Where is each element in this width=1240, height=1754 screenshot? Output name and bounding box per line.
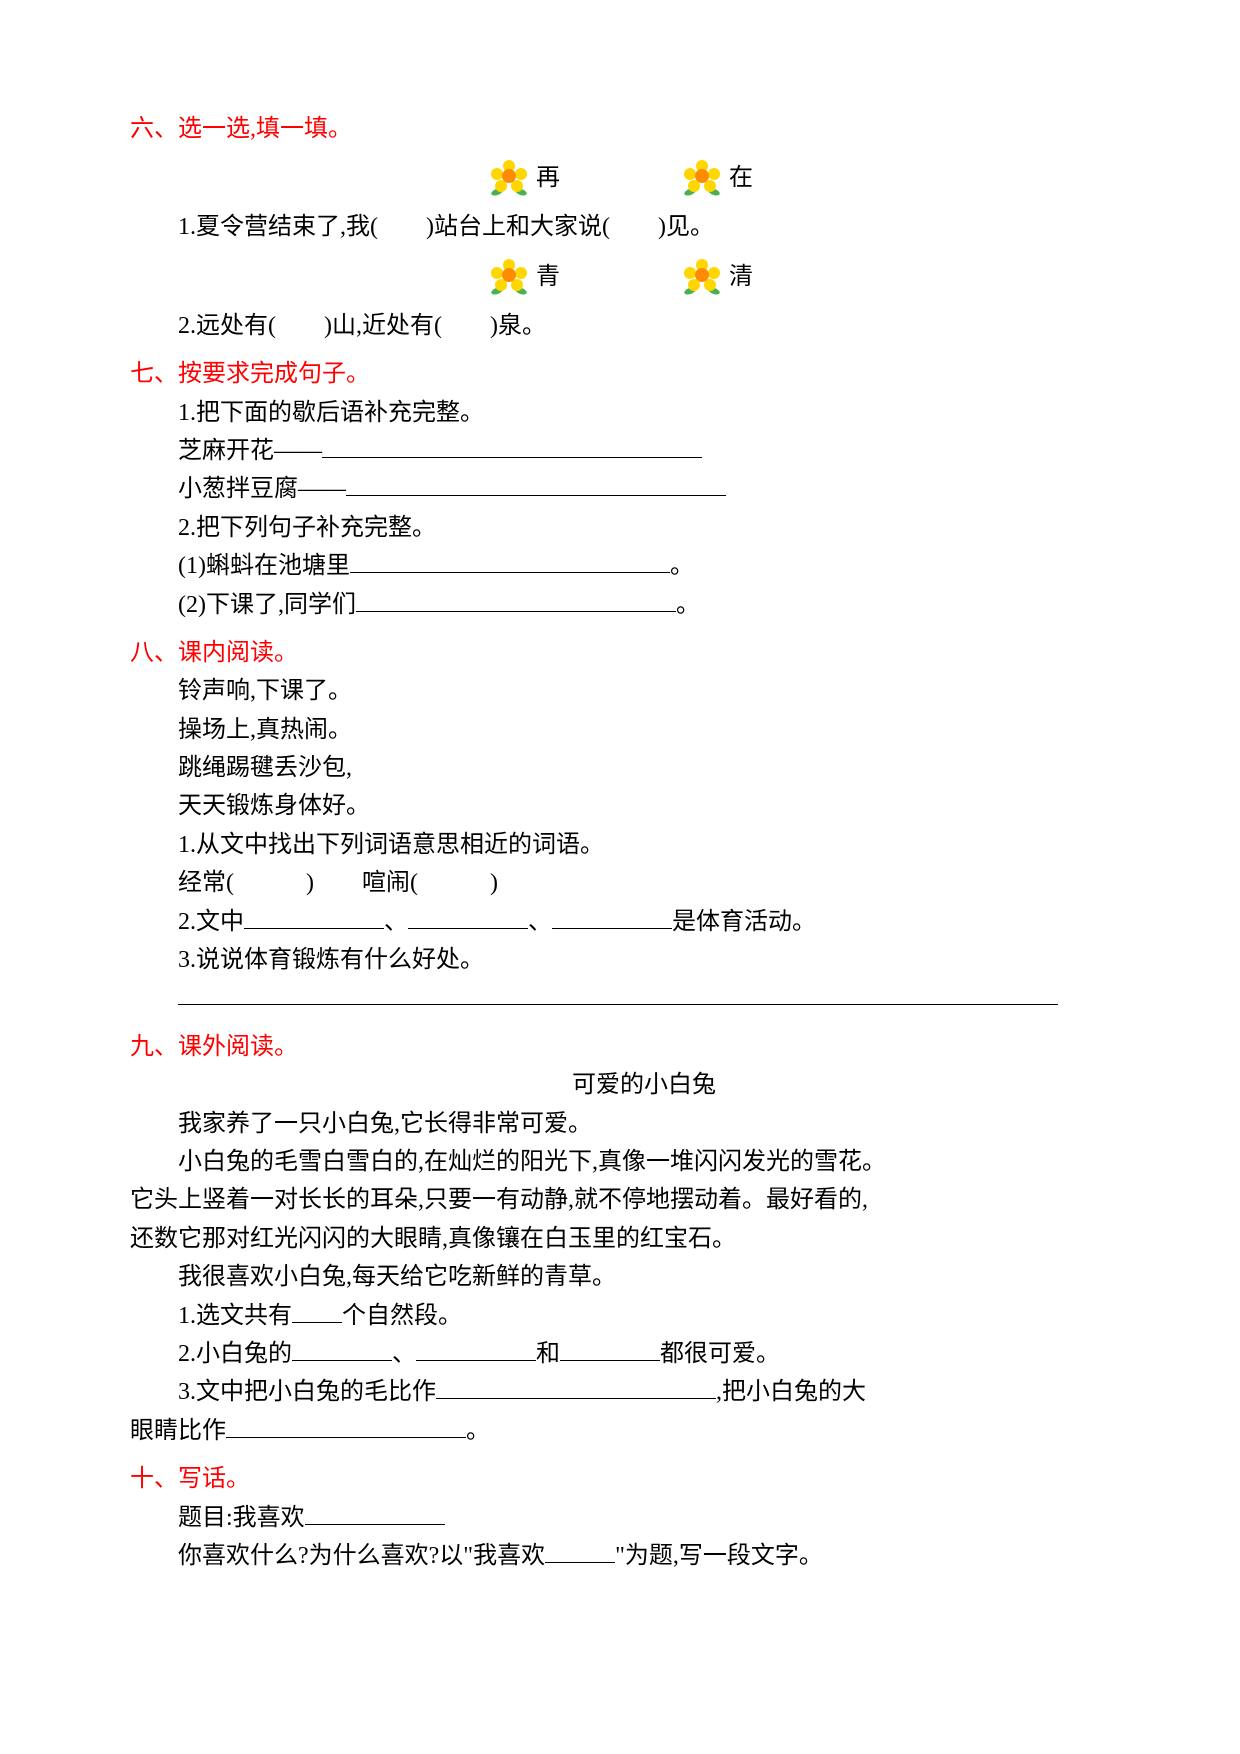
question-6-2: 2.远处有( )山,近处有( )泉。 (130, 307, 1110, 345)
sub-7-2: 2.把下列句子补充完整。 (130, 509, 1110, 547)
flower-icon (487, 255, 531, 299)
text-part: 。 (670, 553, 694, 579)
text-part: 3.文中把小白兔的毛比作 (178, 1379, 436, 1405)
blank[interactable] (350, 572, 670, 573)
text-part: 、 (384, 909, 408, 935)
blank[interactable] (305, 1524, 445, 1525)
line-7-2b: (2)下课了,同学们 。 (130, 586, 1110, 624)
flower-row-2: 青 清 (130, 255, 1110, 299)
flower-pair-2a: 青 (487, 255, 560, 299)
poem-line-3: 跳绳踢毽丢沙包, (130, 749, 1110, 787)
sub-7-1: 1.把下面的歇后语补充完整。 (130, 394, 1110, 432)
line-10-1: 题目:我喜欢 (130, 1499, 1110, 1537)
blank[interactable] (322, 457, 702, 458)
question-9-3b: 眼睛比作 。 (130, 1412, 1110, 1450)
blank[interactable] (346, 495, 726, 496)
poem-line-2: 操场上,真热闹。 (130, 711, 1110, 749)
text-part: 是体育活动。 (672, 909, 816, 935)
flower-icon (487, 156, 531, 200)
question-9-2: 2.小白兔的 、 和 都很可爱。 (130, 1335, 1110, 1373)
text-part: (1)蝌蚪在池塘里 (178, 553, 350, 579)
blank[interactable] (356, 611, 676, 612)
poem-line-1: 铃声响,下课了。 (130, 672, 1110, 710)
para-9-2b: 它头上竖着一对长长的耳朵,只要一有动静,就不停地摆动着。最好看的, (130, 1181, 1110, 1219)
blank[interactable] (292, 1322, 342, 1323)
blank[interactable] (552, 928, 672, 929)
text-part: 都很可爱。 (660, 1341, 780, 1367)
question-8-1: 1.从文中找出下列词语意思相近的词语。 (130, 826, 1110, 864)
text-part: ,把小白兔的大 (716, 1379, 866, 1405)
blank[interactable] (292, 1360, 392, 1361)
text-part: 1.选文共有 (178, 1303, 292, 1329)
para-9-2c: 还数它那对红光闪闪的大眼睛,真像镶在白玉里的红宝石。 (130, 1220, 1110, 1258)
blank[interactable] (178, 1004, 1058, 1005)
text-part: 。 (466, 1418, 490, 1444)
char-option: 在 (729, 159, 753, 197)
text-part: (2)下课了,同学们 (178, 592, 356, 618)
section-6-heading: 六、选一选,填一填。 (130, 110, 1110, 148)
reading-title: 可爱的小白兔 (130, 1066, 1110, 1104)
text-part: 你喜欢什么?为什么喜欢?以"我喜欢 (178, 1543, 545, 1569)
line-7-1b: 小葱拌豆腐—— (130, 470, 1110, 508)
section-7-heading: 七、按要求完成句子。 (130, 355, 1110, 393)
text-part: 、 (528, 909, 552, 935)
text-part: 题目:我喜欢 (178, 1505, 305, 1531)
question-8-2: 2.文中 、 、 是体育活动。 (130, 903, 1110, 941)
blank[interactable] (416, 1360, 536, 1361)
text-part: 2.小白兔的 (178, 1341, 292, 1367)
blank[interactable] (408, 928, 528, 929)
poem-line-4: 天天锻炼身体好。 (130, 787, 1110, 825)
para-9-1: 我家养了一只小白兔,它长得非常可爱。 (130, 1105, 1110, 1143)
text-part: 芝麻开花—— (178, 438, 322, 464)
flower-icon (680, 255, 724, 299)
answer-line-8 (130, 979, 1110, 1017)
text-part: 个自然段。 (342, 1303, 462, 1329)
question-8-3: 3.说说体育锻炼有什么好处。 (130, 941, 1110, 979)
text-part: 。 (676, 592, 700, 618)
para-9-3: 我很喜欢小白兔,每天给它吃新鲜的青草。 (130, 1258, 1110, 1296)
flower-pair-2b: 清 (680, 255, 753, 299)
text-part: 2.文中 (178, 909, 244, 935)
line-7-1a: 芝麻开花—— (130, 432, 1110, 470)
text-part: 眼睛比作 (130, 1418, 226, 1444)
blank[interactable] (545, 1562, 615, 1563)
flower-row-1: 再 在 (130, 156, 1110, 200)
flower-icon (680, 156, 724, 200)
question-8-1a: 经常( ) 喧闹( ) (130, 864, 1110, 902)
section-8-heading: 八、课内阅读。 (130, 634, 1110, 672)
flower-pair-1a: 再 (487, 156, 560, 200)
char-option: 青 (536, 258, 560, 296)
text-part: 和 (536, 1341, 560, 1367)
blank[interactable] (560, 1360, 660, 1361)
question-9-1: 1.选文共有 个自然段。 (130, 1297, 1110, 1335)
flower-pair-1b: 在 (680, 156, 753, 200)
blank[interactable] (226, 1437, 466, 1438)
text-part: 、 (392, 1341, 416, 1367)
section-9-heading: 九、课外阅读。 (130, 1028, 1110, 1066)
text-part: 小葱拌豆腐—— (178, 476, 346, 502)
text-part: "为题,写一段文字。 (615, 1543, 823, 1569)
question-9-3a: 3.文中把小白兔的毛比作 ,把小白兔的大 (130, 1373, 1110, 1411)
section-10-heading: 十、写话。 (130, 1460, 1110, 1498)
blank[interactable] (436, 1398, 716, 1399)
question-6-1: 1.夏令营结束了,我( )站台上和大家说( )见。 (130, 208, 1110, 246)
line-10-2: 你喜欢什么?为什么喜欢?以"我喜欢 "为题,写一段文字。 (130, 1537, 1110, 1575)
char-option: 清 (729, 258, 753, 296)
blank[interactable] (244, 928, 384, 929)
line-7-2a: (1)蝌蚪在池塘里 。 (130, 547, 1110, 585)
para-9-2a: 小白兔的毛雪白雪白的,在灿烂的阳光下,真像一堆闪闪发光的雪花。 (130, 1143, 1110, 1181)
char-option: 再 (536, 159, 560, 197)
